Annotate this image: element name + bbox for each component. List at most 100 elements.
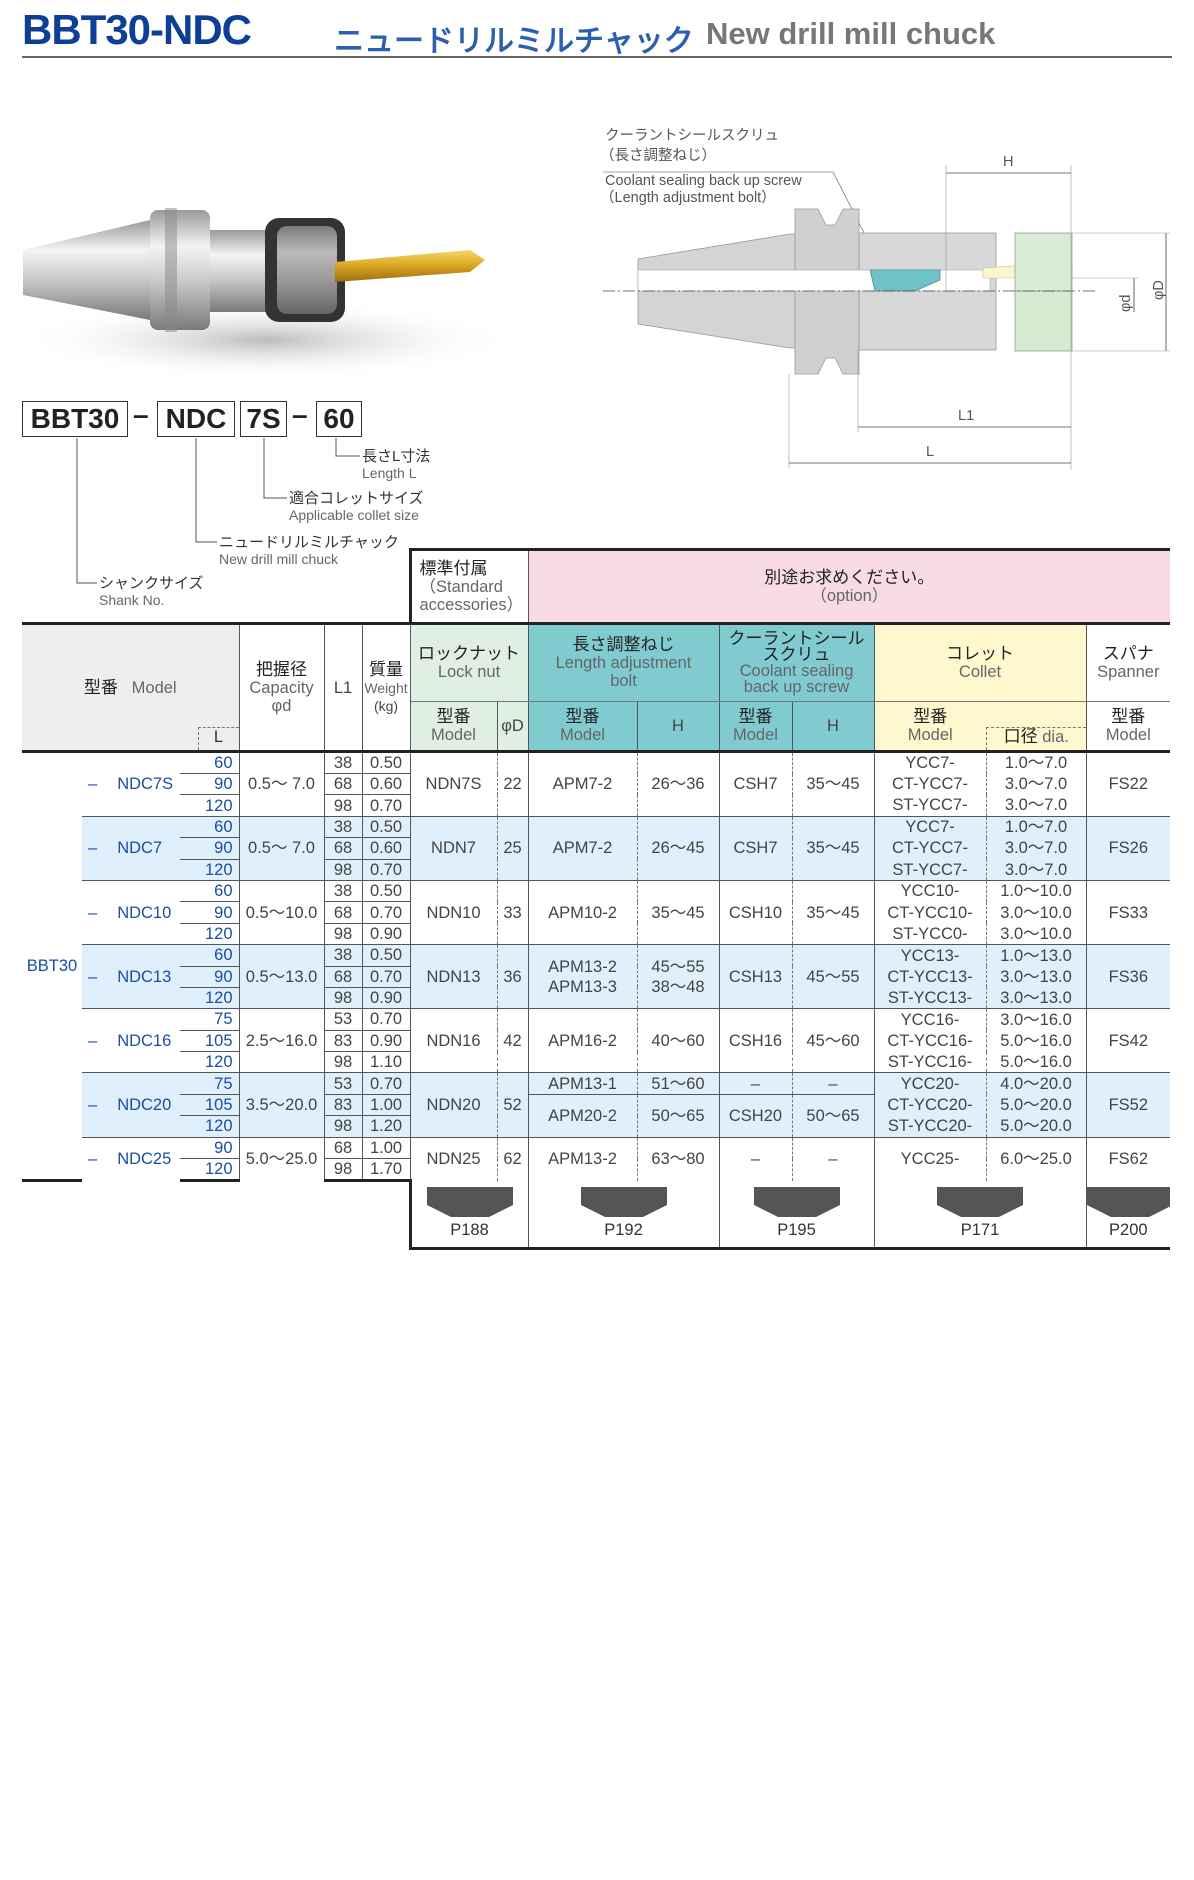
length-cell: 90 [180,1136,239,1159]
coolant-H-cell: 50〜65 [791,1093,874,1138]
model-name-cell: – NDC7 [82,815,180,881]
collet-model-cell: YCC25- [873,1136,986,1181]
length-cell: 120 [180,986,239,1009]
coolant-H-header: H [791,701,874,753]
page-tab-icon [753,1186,840,1217]
collet-dia-cell: 3.0〜7.0 [985,859,1086,881]
collet-dia-cell: 3.0〜16.0 [985,1008,1086,1031]
collet-dia-cell: 5.0〜20.0 [985,1115,1086,1138]
table-row: 90 68 0.60 CT-YCC7- 3.0〜7.0 [22,772,1170,795]
weight-cell: 1.10 [361,1051,410,1073]
lock-nut-model-header: 型番 Model [409,701,497,753]
weight-cell: 0.70 [361,858,410,881]
collet-model-cell: ST-YCC20- [873,1115,986,1138]
length-cell: 75 [180,1072,239,1095]
dash: – [88,839,98,858]
collet-dia-cell: 3.0〜13.0 [985,987,1086,1009]
capacity-cell: 0.5〜13.0 [238,944,324,1009]
length-cell: 105 [180,1029,239,1052]
weight-cell: 0.70 [361,1072,410,1095]
page-reference[interactable]: P192 [604,1220,643,1239]
bolt-model-cell: APM10-2 [527,879,637,945]
page-reference[interactable]: P200 [1109,1220,1148,1239]
collet-dia-cell: 5.0〜16.0 [985,1051,1086,1073]
collet-model-cell: ST-YCC7- [873,859,986,881]
code-box-length: 60 [316,401,362,437]
L1-cell: 68 [323,772,362,795]
collet-model-cell: CT-YCC10- [873,901,986,924]
bolt-model-cell: APM7-2 [527,815,637,881]
specification-table: 標準付属 （Standard accessories） 別途お求めください。 （op… [22,548,1171,1251]
length-cell: 75 [180,1008,239,1031]
table-row: BBT30– NDC7S 60 0.5〜 7.0 38 0.50 NDN7S 22 APM7-2… [22,751,1171,1183]
table-row: 90 68 0.60 CT-YCC7- 3.0〜7.0 [22,837,1170,860]
screw-label-en: Coolant sealing back up screw [605,173,802,189]
bolt-model: APM20-2 [548,1106,617,1125]
table-row: – NDC10 60 0.5〜10.0 38 0.50 NDN10 33 APM10-2 35〜4… [22,879,1171,945]
table-row: – NDC25 90 5.0〜25.0 68 1.00 NDN25 62 APM13-2 63〜8… [22,1136,1171,1181]
L1-cell: 98 [323,794,362,817]
lock-nut-model-cell: NDN16 [409,1008,497,1073]
collet-model-cell: ST-YCC7- [873,794,986,817]
shank-cell: BBT30 [22,751,82,1183]
L1-cell: 83 [323,1029,362,1052]
L1-cell: 98 [323,986,362,1009]
length-cell: 120 [180,794,239,817]
collet-dia-cell: 3.0〜7.0 [985,773,1086,795]
table-row: 120 98 1.20 ST-YCC20- 5.0〜20.0 [22,1115,1170,1138]
page-reference[interactable]: P188 [450,1220,489,1239]
page-tab-icon [426,1186,513,1217]
weight-cell: 0.70 [361,1008,410,1031]
dash: – [88,967,98,986]
spanner-cell: FS33 [1085,879,1171,945]
collet-dia-cell: 3.0〜10.0 [985,901,1086,924]
cross-section-drawing: クーラントシールスクリュ （長さ調整ねじ） Coolant sealing ba… [600,127,1170,470]
L1-cell: 98 [323,922,362,945]
table-row: 120 98 0.70 ST-YCC7- 3.0〜7.0 [22,858,1170,881]
dim-D-label: φD [1151,280,1167,300]
bolt-H-cell: 50〜65 [636,1093,719,1138]
standard-accessories-header: 標準付属 （Standard accessories） [408,548,529,625]
table-row: 90 68 0.70 CT-YCC10- 3.0〜10.0 [22,901,1170,924]
length-cell: 90 [180,901,239,924]
coolant-H-cell: – [791,1136,874,1181]
product-photo [15,208,515,380]
capacity-cell: 0.5〜 7.0 [238,751,324,817]
L1-header: L1 [323,623,362,753]
collet-dia-cell: 3.0〜10.0 [985,923,1086,945]
collet-model-cell: CT-YCC16- [873,1030,986,1052]
collet-model-cell: YCC16- [873,1008,986,1031]
code-box-shank: BBT30 [22,401,128,437]
screw-label-jp2: （長さ調整ねじ） [600,147,716,164]
collet-model-cell: CT-YCC13- [873,966,986,988]
bolt-H-header: H [636,701,719,753]
model-name-cell: – NDC13 [82,944,180,1009]
lock-nut-phiD-cell: 22 [496,751,528,817]
capacity-cell: 5.0〜25.0 [238,1136,324,1181]
lock-nut-phiD-header: φD [496,701,528,753]
weight-cell: 0.90 [361,922,410,945]
page-reference[interactable]: P171 [960,1220,1000,1239]
collet-dia-cell: 1.0〜10.0 [985,879,1086,902]
product-title-jp: ニュードリルミルチャック [334,25,694,58]
lock-nut-model-cell: NDN13 [409,944,497,1009]
collet-dia-cell: 5.0〜20.0 [985,1094,1086,1116]
coolant-model-cell: CSH7 [718,815,792,881]
dim-L1-label: L1 [958,408,974,424]
bolt-H-cell: 63〜80 [636,1136,719,1181]
coolant-H-cell: – [791,1072,874,1095]
dash: – [88,1150,98,1169]
weight-cell: 1.70 [361,1158,410,1183]
dim-d-label: φd [1118,295,1134,312]
L1-cell: 98 [323,858,362,881]
table-row: 120 98 1.10 ST-YCC16- 5.0〜16.0 [22,1051,1170,1073]
spanner-cell: FS22 [1085,751,1171,817]
coolant-model-cell: CSH10 [718,879,792,945]
bolt-H: 26〜45 [651,839,705,858]
spanner-cell: FS62 [1085,1136,1171,1181]
page-reference[interactable]: P195 [777,1220,816,1239]
length-subheader: L [197,727,239,749]
length-cell: 120 [180,1051,239,1073]
collet-dia-cell: 5.0〜16.0 [985,1030,1086,1052]
collet-dia-cell: 3.0〜13.0 [985,966,1086,988]
